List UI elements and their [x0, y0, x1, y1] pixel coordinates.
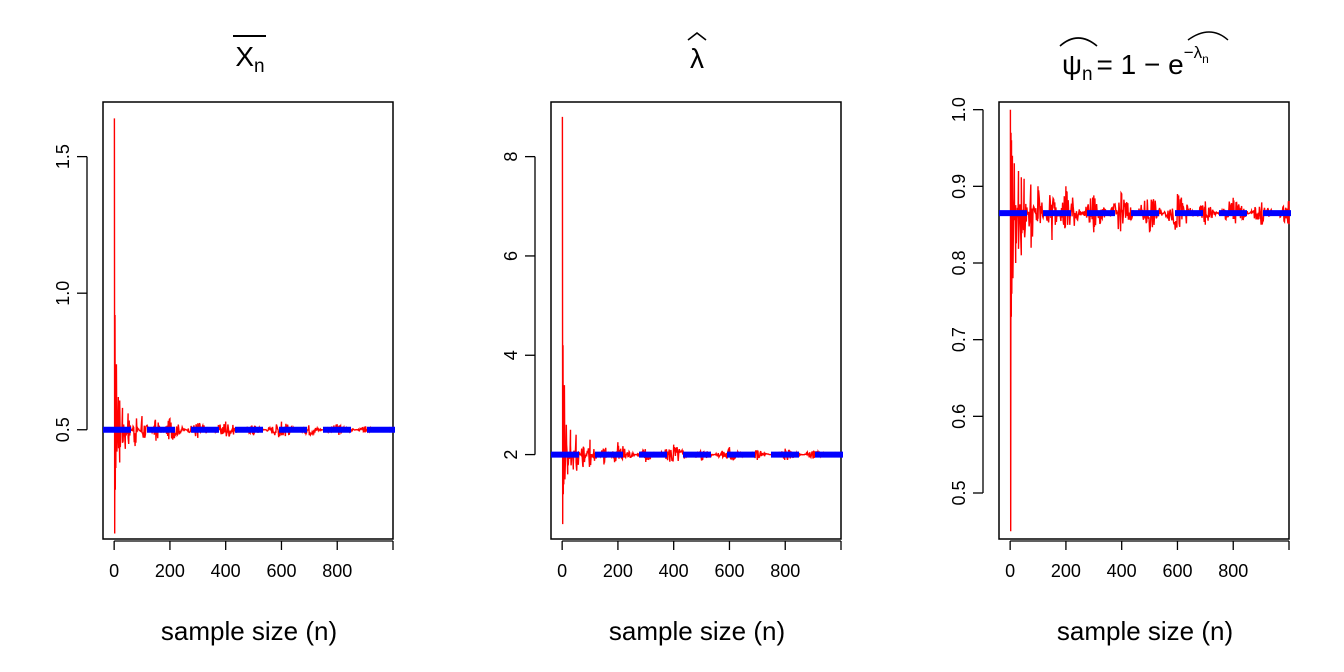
y-axis: 2 4 6 8: [501, 152, 536, 460]
plot-frame: [102, 101, 394, 540]
y-tick-label: 0.5: [53, 417, 73, 442]
panel-xbar: Xn 0.5 1.0 1.5 0 200 400 600 800 sample size (…: [53, 35, 403, 646]
y-tick-label: 0.9: [949, 174, 969, 199]
estimate-series-line: [113, 118, 394, 534]
x-tick-label: 200: [603, 561, 633, 581]
title-hat: [687, 31, 707, 41]
x-tick-label: 0: [557, 561, 567, 581]
y-tick-label: 0.5: [949, 480, 969, 505]
title-hat-lambda: [1187, 31, 1229, 41]
x-tick-label: 0: [109, 561, 119, 581]
x-axis-label: sample size (n): [609, 616, 785, 646]
plot-data: [999, 109, 1299, 532]
y-tick-label: 0.8: [949, 250, 969, 275]
x-axis-label: sample size (n): [161, 616, 337, 646]
y-tick-label: 1.0: [53, 281, 73, 306]
x-tick-label: 400: [211, 561, 241, 581]
x-tick-label: 200: [1051, 561, 1081, 581]
x-axis: 0 200 400 600 800: [1005, 540, 1290, 581]
y-tick-label: 0.7: [949, 327, 969, 352]
estimate-series-line: [561, 116, 842, 525]
panel-title: Xn: [235, 41, 264, 77]
y-tick-label: 4: [501, 350, 521, 360]
y-tick-label: 6: [501, 251, 521, 261]
x-tick-label: 400: [1107, 561, 1137, 581]
y-tick-label: 2: [501, 450, 521, 460]
panel-psi: ψn = 1 − e−λn 0.5 0.6 0.7 0.8 0.9 1.0 0 200 400 6…: [949, 31, 1299, 646]
y-axis: 0.5 0.6 0.7 0.8 0.9 1.0: [949, 97, 984, 506]
y-tick-label: 1.5: [53, 144, 73, 169]
x-tick-label: 0: [1005, 561, 1015, 581]
y-tick-label: 1.0: [949, 97, 969, 122]
panel-lambda: λ 2 4 6 8 0 200 400 600 800 sample size (n): [501, 31, 851, 646]
panel-title: λ: [690, 43, 704, 74]
title-hat-psi: [1059, 37, 1098, 47]
x-tick-label: 200: [155, 561, 185, 581]
plot-frame: [550, 101, 842, 540]
y-tick-label: 0.6: [949, 404, 969, 429]
x-tick-label: 800: [770, 561, 800, 581]
x-axis: 0 200 400 600 800: [109, 540, 394, 581]
x-axis-label: sample size (n): [1057, 616, 1233, 646]
plot-data: [551, 116, 851, 525]
x-axis: 0 200 400 600 800: [557, 540, 842, 581]
x-tick-label: 800: [1218, 561, 1248, 581]
x-tick-label: 600: [266, 561, 296, 581]
panel-title: ψn = 1 − e−λn: [1062, 43, 1209, 85]
x-tick-label: 600: [1162, 561, 1192, 581]
x-tick-label: 600: [714, 561, 744, 581]
x-tick-label: 800: [322, 561, 352, 581]
y-axis: 0.5 1.0 1.5: [53, 144, 88, 442]
plot-data: [103, 118, 403, 534]
plot-frame: [998, 101, 1290, 540]
estimate-series-line: [1009, 109, 1290, 532]
y-tick-label: 8: [501, 152, 521, 162]
x-tick-label: 400: [659, 561, 689, 581]
